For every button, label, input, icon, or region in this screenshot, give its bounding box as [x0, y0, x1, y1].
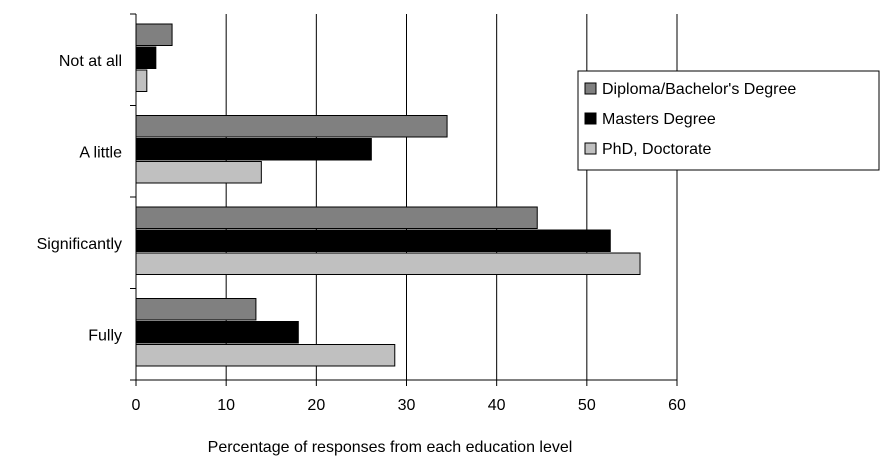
category-labels: Not at all A little Significantly Fully [37, 53, 122, 345]
x-tick-label-50: 50 [578, 397, 596, 414]
legend-swatch-2 [584, 112, 597, 125]
bars [135, 23, 641, 367]
axes [130, 13, 678, 386]
legend-label-1: Diploma/Bachelor's Degree [602, 81, 796, 98]
bar-fully-series-2 [135, 321, 299, 344]
x-tick-label-0: 0 [132, 397, 141, 414]
legend-label-2: Masters Degree [602, 111, 716, 128]
x-tick-labels: 0 10 20 30 40 50 60 [132, 397, 686, 414]
bar-fully-series-3 [135, 344, 396, 367]
legend: Diploma/Bachelor's Degree Masters Degree P… [577, 70, 880, 171]
x-axis-title: Percentage of responses from each educat… [208, 439, 573, 456]
bar-a-little-series-1 [135, 115, 448, 138]
legend-label-3: PhD, Doctorate [602, 141, 711, 158]
x-tick-label-20: 20 [307, 397, 325, 414]
x-tick-label-10: 10 [217, 397, 235, 414]
legend-swatch-3 [584, 142, 597, 155]
legend-swatch-1 [584, 82, 597, 95]
bar-not-at-all-series-2 [135, 46, 157, 69]
category-label-a-little: A little [79, 144, 122, 161]
category-label-significantly: Significantly [37, 236, 122, 253]
bar-fully-series-1 [135, 298, 257, 321]
x-tick-label-60: 60 [668, 397, 686, 414]
bar-significantly-series-2 [135, 229, 611, 252]
legend-box [577, 70, 880, 171]
x-tick-label-30: 30 [398, 397, 416, 414]
bar-a-little-series-2 [135, 138, 372, 161]
bar-not-at-all-series-3 [135, 69, 148, 92]
bar-a-little-series-3 [135, 161, 262, 184]
category-label-not-at-all: Not at all [59, 53, 122, 70]
bar-significantly-series-1 [135, 206, 538, 229]
bar-significantly-series-3 [135, 252, 641, 275]
x-tick-label-40: 40 [488, 397, 506, 414]
bar-not-at-all-series-1 [135, 23, 173, 46]
category-label-fully: Fully [88, 327, 122, 344]
